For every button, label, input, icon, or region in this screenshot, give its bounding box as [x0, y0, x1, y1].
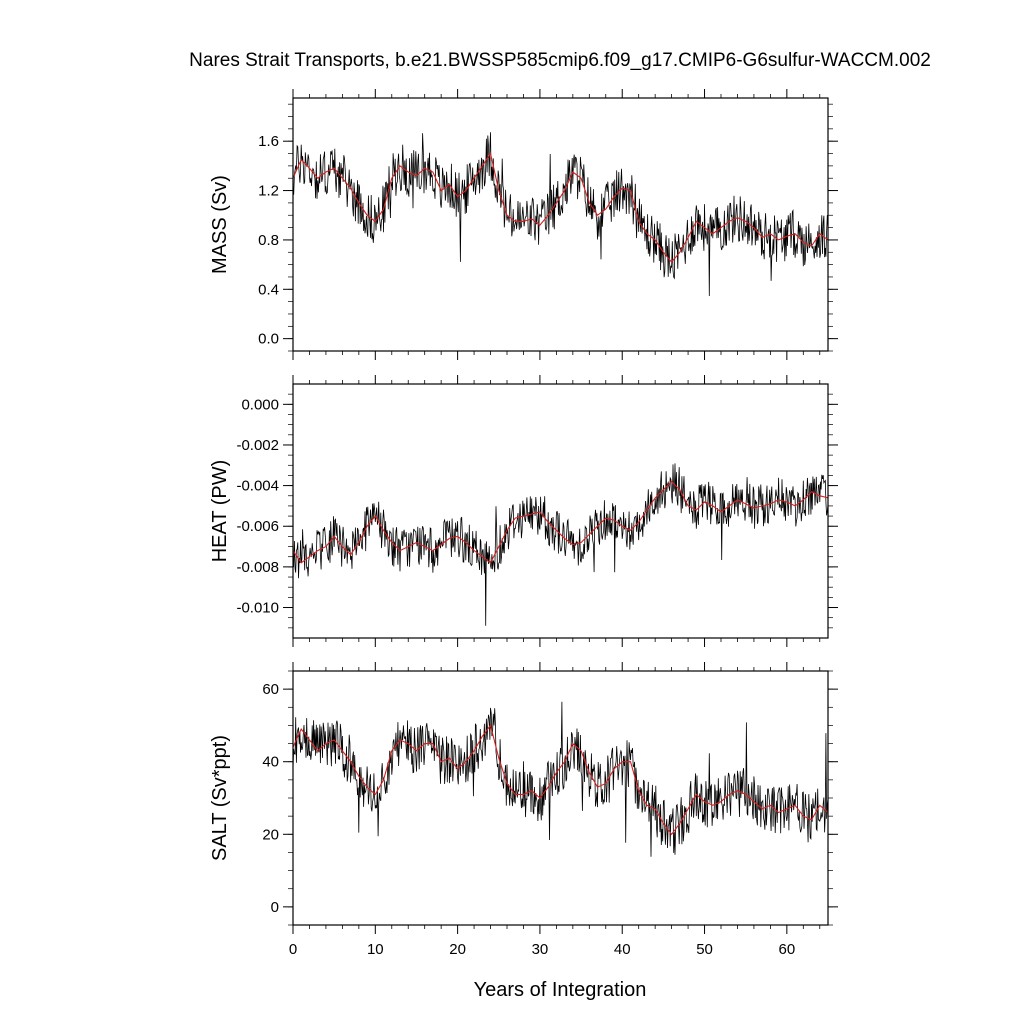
y-tick-label: -0.008	[236, 559, 279, 576]
y-axis-label: MASS (Sv)	[209, 175, 231, 274]
series-smoothed-line	[293, 152, 828, 263]
y-tick-label: 1.2	[258, 183, 279, 200]
x-tick-label: 20	[449, 941, 466, 958]
panel-3: 0 20 40 60 SALT (Sv*ppt) 0 10 20 30 40 50 60	[209, 662, 838, 958]
plot-frame	[292, 97, 829, 352]
x-tick-label: 30	[532, 941, 549, 958]
y-tick-label: 0.4	[258, 281, 279, 298]
series-monthly-line	[293, 463, 828, 626]
series-monthly-line	[293, 132, 828, 297]
panel-2: -0.010 -0.008 -0.006 -0.004 -0.002 0.000 HEAT …	[209, 375, 838, 647]
y-tick-label: -0.004	[236, 478, 279, 495]
x-tick-label: 40	[614, 941, 631, 958]
x-tick-label: 10	[367, 941, 384, 958]
y-tick-label: -0.006	[236, 518, 279, 535]
y-tick-label: 0.8	[258, 232, 279, 249]
y-tick-label: -0.002	[236, 437, 279, 454]
y-tick-label: 0.0	[258, 331, 279, 348]
y-tick-label: 60	[262, 681, 279, 698]
x-tick-label: 60	[779, 941, 796, 958]
plot-frame	[292, 383, 829, 639]
series-monthly-line	[293, 701, 828, 857]
plot-area	[293, 132, 828, 297]
x-tick-label: 0	[289, 941, 297, 958]
plot-area	[293, 701, 828, 857]
y-tick-label: 40	[262, 754, 279, 771]
y-axis-label: SALT (Sv*ppt)	[209, 735, 231, 861]
series-smoothed-line	[293, 480, 828, 564]
x-tick-label: 50	[696, 941, 713, 958]
plot-area	[293, 463, 828, 626]
series-smoothed-line	[293, 724, 828, 836]
y-tick-label: 0	[271, 899, 279, 916]
chart-title: Nares Strait Transports, b.e21.BWSSP585c…	[189, 50, 931, 71]
y-tick-label: -0.010	[236, 600, 279, 617]
y-axis-label: HEAT (PW)	[209, 460, 231, 563]
x-axis-label: Years of Integration	[474, 979, 647, 1001]
y-tick-label: 0.000	[241, 396, 279, 413]
panel-1: 0.0 0.4 0.8 1.2 1.6 MASS (Sv)	[209, 89, 838, 360]
y-tick-label: 1.6	[258, 133, 279, 150]
y-tick-label: 20	[262, 826, 279, 843]
